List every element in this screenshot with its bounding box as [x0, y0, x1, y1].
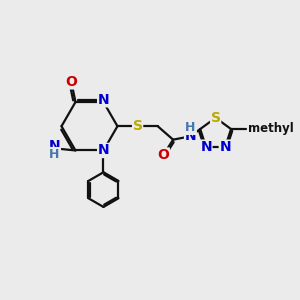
Text: S: S	[133, 119, 142, 133]
Text: H: H	[49, 148, 60, 160]
Text: H: H	[185, 122, 196, 134]
Text: N: N	[219, 140, 231, 154]
Text: N: N	[98, 143, 109, 158]
Text: O: O	[65, 75, 77, 89]
Text: N: N	[49, 139, 60, 153]
Text: N: N	[184, 129, 196, 143]
Text: O: O	[158, 148, 169, 162]
Text: S: S	[211, 111, 220, 125]
Text: N: N	[98, 93, 109, 107]
Text: methyl: methyl	[248, 122, 294, 135]
Text: N: N	[200, 140, 212, 154]
